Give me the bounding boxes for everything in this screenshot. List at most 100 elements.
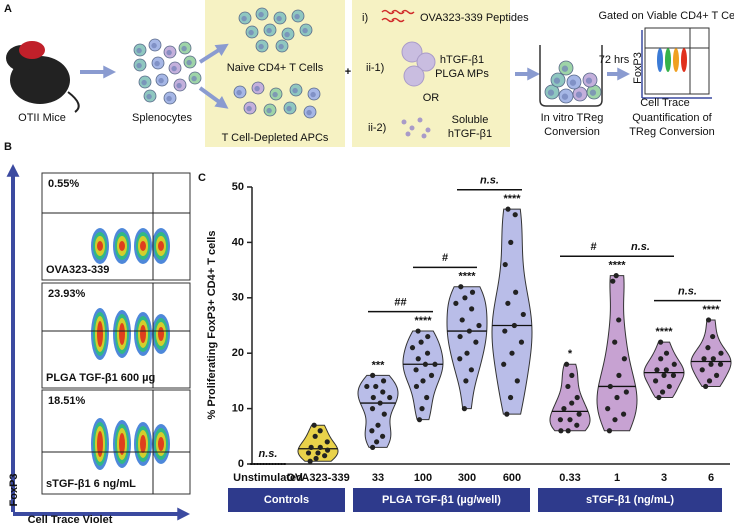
data-point <box>424 350 431 356</box>
violin <box>446 286 488 410</box>
data-point <box>509 350 515 356</box>
x-tick-label: 600 <box>503 472 521 484</box>
data-point <box>505 206 511 212</box>
cell-nucleus <box>272 91 278 98</box>
data-point <box>574 422 580 428</box>
significance: n.s. <box>259 448 278 460</box>
data-point <box>514 378 520 384</box>
x-tick-label: 33 <box>372 472 384 484</box>
data-point <box>466 328 472 334</box>
label: 72 hrs <box>599 54 630 66</box>
violin <box>491 208 533 415</box>
cell-nucleus <box>258 43 264 50</box>
cell-nucleus <box>266 27 272 34</box>
cell-nucleus <box>569 79 577 86</box>
cell-nucleus <box>306 109 312 116</box>
group-box <box>353 488 530 512</box>
data-point <box>574 394 580 401</box>
cell-nucleus <box>191 75 197 82</box>
y-tick-label: 30 <box>232 292 244 304</box>
data-point <box>461 406 468 412</box>
box-cells <box>205 0 345 147</box>
soluble-dot <box>421 133 427 139</box>
data-point <box>502 328 508 334</box>
data-point <box>658 356 664 362</box>
cell-nucleus <box>294 13 300 20</box>
data-point <box>315 450 321 456</box>
data-point <box>708 361 714 367</box>
label: Conversion <box>544 126 600 138</box>
data-point <box>607 383 613 390</box>
cell-nucleus <box>553 77 561 84</box>
data-point <box>656 394 662 401</box>
data-point <box>305 450 312 456</box>
flow-plot <box>41 172 191 281</box>
label: T Cell-Depleted APCs <box>222 132 329 144</box>
data-point <box>409 345 416 351</box>
y-tick-label: 20 <box>232 347 244 359</box>
data-point <box>705 345 711 351</box>
cell-nucleus <box>561 65 569 72</box>
mini-cluster <box>673 48 679 72</box>
flow-cluster <box>97 241 103 251</box>
comparison-label: # <box>442 252 448 264</box>
data-point <box>616 372 622 378</box>
mini-cluster <box>665 48 671 72</box>
data-point <box>513 289 519 295</box>
data-point <box>370 372 376 378</box>
beaker <box>539 45 603 107</box>
data-point <box>620 411 627 417</box>
soluble-dot <box>425 127 431 133</box>
data-point <box>422 361 428 367</box>
data-point <box>453 300 459 306</box>
significance: **** <box>458 271 476 283</box>
flow-cluster <box>140 241 146 251</box>
data-point <box>717 361 724 367</box>
peptide <box>381 17 395 23</box>
data-point <box>661 372 667 378</box>
x-tick-label: 3 <box>661 472 667 484</box>
label: PLGA MPs <box>435 68 489 80</box>
data-point <box>381 411 387 417</box>
data-point <box>457 333 463 340</box>
data-point <box>518 339 525 345</box>
peptide <box>391 9 405 15</box>
group-box <box>538 488 722 512</box>
data-point <box>659 389 666 395</box>
data-point <box>701 356 707 362</box>
comparison-label: # <box>590 241 596 253</box>
x-tick-label: 1 <box>614 472 620 484</box>
cell-nucleus <box>141 79 147 86</box>
data-point <box>505 300 511 306</box>
mini-cluster <box>681 48 687 72</box>
label: hTGF-β1 <box>440 54 484 66</box>
x-tick-label: 6 <box>708 472 714 484</box>
data-point <box>569 400 575 406</box>
cell-nucleus <box>302 27 308 34</box>
flow-cluster <box>97 431 103 457</box>
y-tick-label: 0 <box>238 458 244 470</box>
flow-cluster <box>158 437 164 451</box>
data-point <box>420 378 426 384</box>
group-label: sTGF-β1 (ng/mL) <box>586 494 674 506</box>
violin <box>690 319 732 387</box>
mouse-tail <box>67 91 80 113</box>
data-point <box>613 273 619 279</box>
cell-nucleus <box>310 91 316 98</box>
label: Naive CD4+ T Cells <box>227 62 324 74</box>
data-point <box>658 339 664 345</box>
cell-nucleus <box>292 87 298 94</box>
data-point <box>418 339 424 345</box>
data-point <box>671 361 677 367</box>
data-point <box>464 350 470 356</box>
data-point <box>621 356 627 362</box>
data-point <box>373 383 379 390</box>
cell-nucleus <box>146 93 152 100</box>
cell-nucleus <box>154 60 160 67</box>
significance: **** <box>414 315 432 327</box>
data-point <box>416 417 423 423</box>
flow-condition: OVA323-339 <box>46 264 109 276</box>
data-point <box>703 383 709 390</box>
data-point <box>458 284 464 290</box>
cell-nucleus <box>589 89 597 96</box>
